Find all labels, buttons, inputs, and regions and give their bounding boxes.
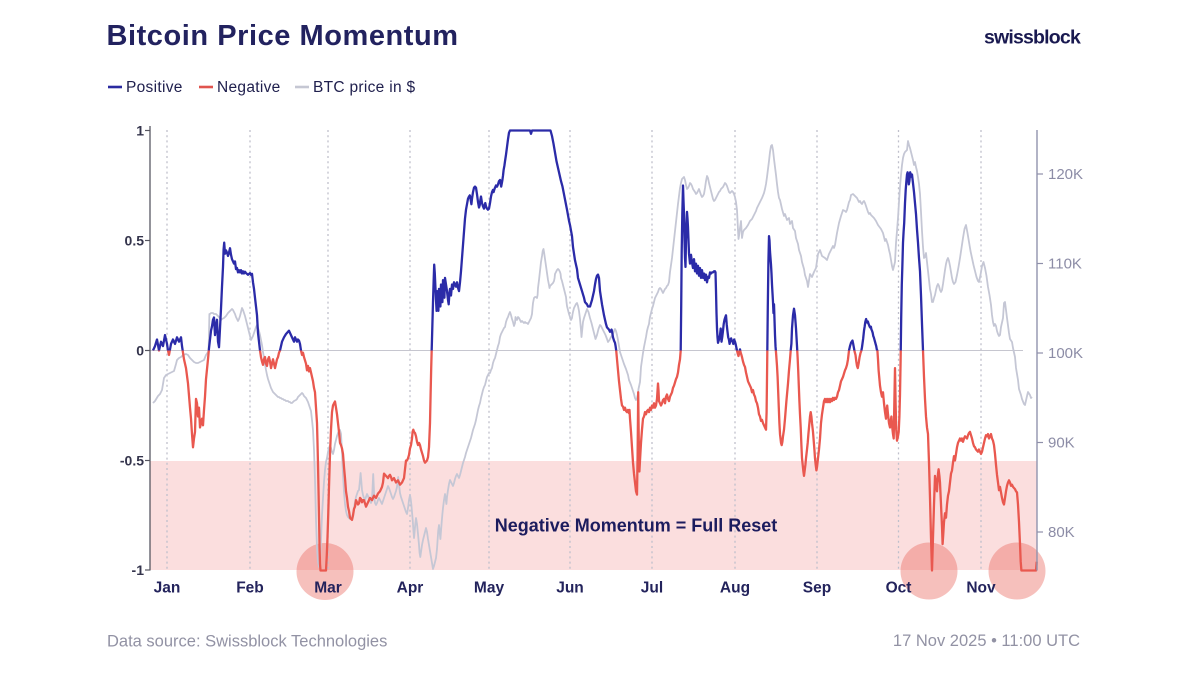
- svg-text:120K: 120K: [1048, 166, 1083, 183]
- svg-text:Data source: Swissblock Techno: Data source: Swissblock Technologies: [107, 633, 387, 651]
- svg-text:Jun: Jun: [556, 580, 584, 597]
- svg-text:Jan: Jan: [154, 580, 181, 597]
- svg-text:17 Nov 2025 • 11:00 UTC: 17 Nov 2025 • 11:00 UTC: [893, 632, 1080, 650]
- svg-text:Bitcoin Price Momentum: Bitcoin Price Momentum: [107, 20, 459, 52]
- svg-text:Nov: Nov: [966, 580, 996, 597]
- svg-text:Jul: Jul: [641, 580, 663, 597]
- svg-text:Feb: Feb: [236, 580, 264, 597]
- svg-text:1: 1: [136, 122, 144, 138]
- svg-text:80K: 80K: [1048, 524, 1075, 541]
- svg-text:0.5: 0.5: [125, 232, 145, 248]
- svg-text:110K: 110K: [1048, 256, 1082, 273]
- svg-text:swissblock: swissblock: [984, 27, 1081, 49]
- svg-text:Oct: Oct: [886, 580, 912, 597]
- svg-text:-1: -1: [132, 562, 145, 578]
- svg-text:Apr: Apr: [397, 580, 424, 597]
- svg-text:0: 0: [136, 342, 144, 358]
- svg-text:Negative Momentum = Full Reset: Negative Momentum = Full Reset: [495, 516, 778, 536]
- svg-text:Aug: Aug: [720, 580, 750, 597]
- svg-text:90K: 90K: [1048, 435, 1075, 452]
- svg-text:May: May: [474, 580, 505, 597]
- svg-text:Positive: Positive: [126, 79, 183, 96]
- svg-text:Negative: Negative: [217, 79, 281, 96]
- svg-text:Sep: Sep: [803, 580, 831, 597]
- svg-text:-0.5: -0.5: [120, 452, 144, 468]
- svg-text:Mar: Mar: [314, 580, 342, 597]
- svg-text:BTC price in $: BTC price in $: [313, 79, 415, 96]
- svg-text:100K: 100K: [1048, 345, 1083, 362]
